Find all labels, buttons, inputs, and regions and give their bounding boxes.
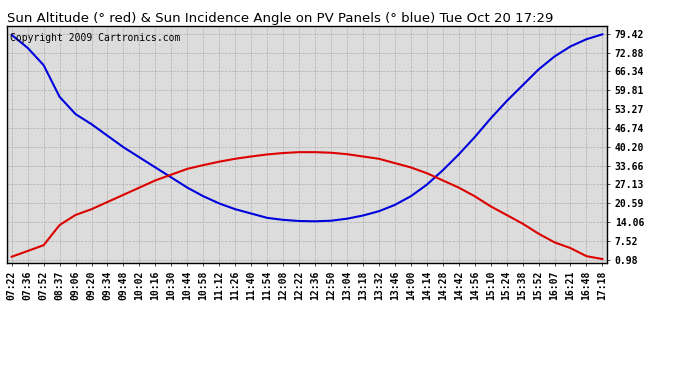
Text: Copyright 2009 Cartronics.com: Copyright 2009 Cartronics.com bbox=[10, 33, 180, 44]
Text: Sun Altitude (° red) & Sun Incidence Angle on PV Panels (° blue) Tue Oct 20 17:2: Sun Altitude (° red) & Sun Incidence Ang… bbox=[7, 12, 553, 25]
